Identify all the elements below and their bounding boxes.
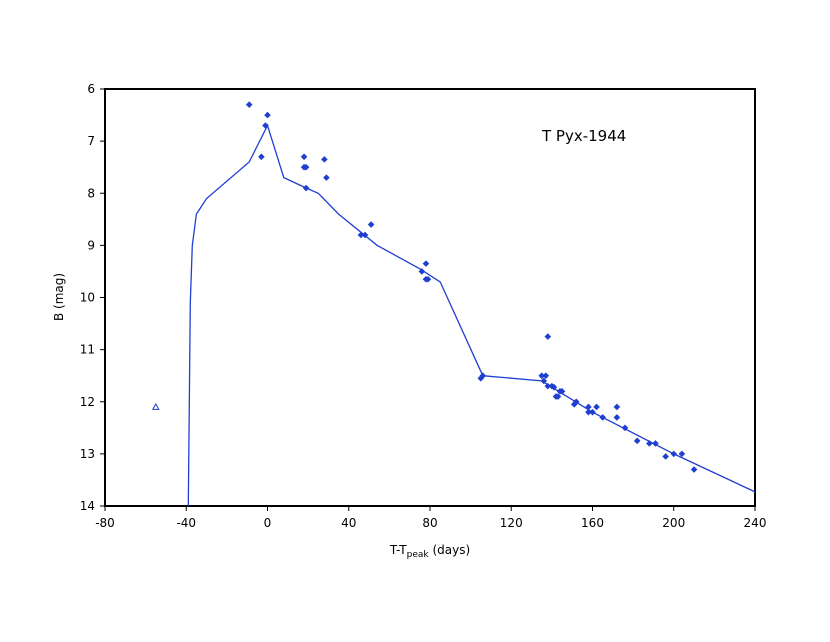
data-point-diamond xyxy=(264,111,271,119)
x-tick-label: 240 xyxy=(744,516,767,530)
data-point-diamond xyxy=(300,153,308,161)
data-point-diamond xyxy=(422,260,430,267)
data-point-diamond xyxy=(258,153,265,161)
data-point-diamond xyxy=(652,440,659,447)
chart-annotation: T Pyx-1944 xyxy=(541,127,626,145)
data-point-diamond xyxy=(585,408,592,416)
y-tick-label: 8 xyxy=(87,186,95,200)
data-point-diamond xyxy=(544,382,552,390)
data-point-diamond xyxy=(357,231,365,239)
x-axis-title-main: T-T xyxy=(389,543,407,557)
x-axis-title: T-Tpeak (days) xyxy=(389,543,470,560)
data-point-diamond xyxy=(323,174,330,181)
data-point-diamond xyxy=(367,221,375,228)
y-tick-label: 14 xyxy=(80,499,95,513)
data-point-diamond xyxy=(678,450,686,458)
x-tick-label: 200 xyxy=(662,516,685,530)
x-tick-label: 40 xyxy=(341,516,356,530)
data-point-diamond xyxy=(613,403,621,411)
data-point-triangle xyxy=(151,402,160,410)
data-point-diamond xyxy=(538,372,546,379)
data-point-diamond xyxy=(550,383,558,391)
data-point-diamond xyxy=(542,372,550,379)
x-tick-label: 120 xyxy=(500,516,523,530)
data-point-diamond xyxy=(302,163,310,171)
data-point-diamond xyxy=(245,101,253,108)
x-tick-label: 160 xyxy=(581,516,604,530)
y-tick-label: 13 xyxy=(80,447,95,461)
x-axis-title-subscript: peak xyxy=(407,550,430,560)
data-point-diamond xyxy=(570,401,578,408)
y-tick-label: 7 xyxy=(87,134,95,148)
data-point-diamond xyxy=(558,388,566,395)
x-tick-label: -40 xyxy=(176,516,196,530)
data-point-diamond xyxy=(621,424,629,432)
data-point-diamond xyxy=(585,403,592,411)
data-point-diamond xyxy=(646,440,653,447)
data-point-diamond xyxy=(613,414,621,421)
y-tick-label: 12 xyxy=(80,395,95,409)
data-point-diamond xyxy=(477,374,485,382)
x-axis-title-suffix: (days) xyxy=(429,543,471,557)
data-point-diamond xyxy=(633,437,641,445)
y-tick-label: 10 xyxy=(80,291,95,305)
data-point-diamond xyxy=(554,393,562,400)
data-point-diamond xyxy=(321,156,328,163)
series-layer xyxy=(151,101,756,507)
x-tick-label: 0 xyxy=(264,516,272,530)
data-point-diamond xyxy=(662,453,669,460)
model-curve-line xyxy=(187,123,756,507)
y-tick-label: 9 xyxy=(87,238,95,252)
y-tick-label: 6 xyxy=(87,82,95,96)
x-tick-label: -80 xyxy=(95,516,115,530)
x-tick-label: 80 xyxy=(422,516,437,530)
y-tick-label: 11 xyxy=(80,343,95,357)
data-point-diamond xyxy=(593,403,600,411)
x-axis-ticks: -80 -40 0 40 80 120 160 200 240 xyxy=(95,506,766,530)
y-axis-title: B (mag) xyxy=(52,273,66,321)
data-point-diamond xyxy=(690,466,698,473)
data-point-diamond xyxy=(544,333,552,340)
data-point-diamond xyxy=(540,377,548,385)
y-axis-ticks: 6 7 8 9 10 11 12 13 14 xyxy=(80,82,105,513)
data-point-diamond xyxy=(424,275,432,283)
